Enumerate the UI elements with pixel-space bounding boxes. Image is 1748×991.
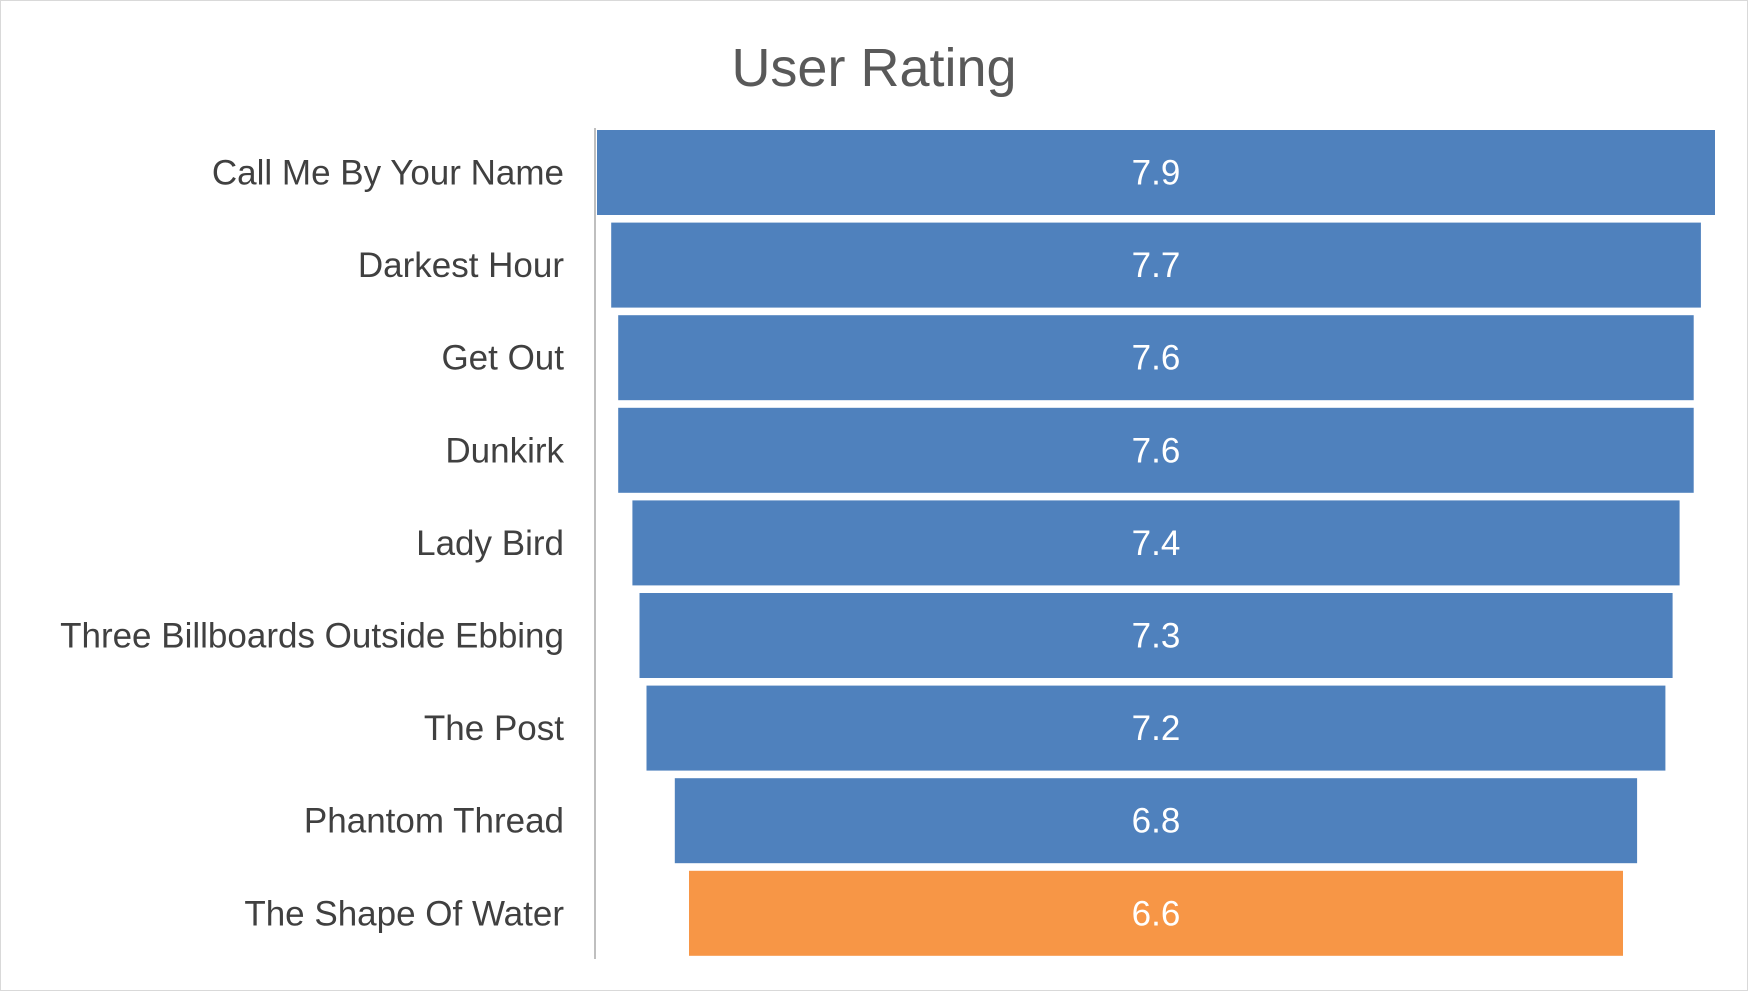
data-label: 7.6	[1132, 431, 1181, 470]
bars-layer	[597, 130, 1715, 956]
data-label: 6.6	[1132, 894, 1181, 933]
data-label: 6.8	[1132, 802, 1181, 841]
category-label: Get Out	[441, 339, 564, 378]
data-labels: 7.9 7.7 7.6 7.6 7.4 7.3 7.2 6.8 6.6	[1132, 154, 1181, 934]
funnel-bar	[674, 778, 1638, 864]
category-label: Three Billboards Outside Ebbing	[60, 617, 564, 656]
data-label: 7.9	[1132, 154, 1181, 193]
data-label: 7.2	[1132, 709, 1181, 748]
category-label: Dunkirk	[445, 431, 564, 470]
data-label: 7.6	[1132, 339, 1181, 378]
funnel-bar	[632, 500, 1680, 586]
funnel-bar	[689, 870, 1623, 956]
category-label: Call Me By Your Name	[212, 154, 564, 193]
category-label: The Shape Of Water	[244, 894, 564, 933]
category-labels: Call Me By Your Name Darkest Hour Get Out D…	[60, 154, 564, 934]
funnel-bar	[639, 593, 1673, 678]
funnel-bar	[646, 685, 1666, 771]
category-label: Phantom Thread	[304, 802, 564, 841]
funnel-bar	[597, 130, 1715, 215]
data-label: 7.7	[1132, 246, 1181, 285]
chart-title: User Rating	[731, 38, 1016, 98]
funnel-bar	[611, 222, 1701, 308]
category-label: Lady Bird	[416, 524, 564, 563]
data-label: 7.3	[1132, 617, 1181, 656]
funnel-bar	[618, 407, 1694, 493]
category-label: The Post	[424, 709, 564, 748]
funnel-bar	[618, 315, 1694, 401]
category-label: Darkest Hour	[358, 246, 565, 285]
data-label: 7.4	[1132, 524, 1181, 563]
